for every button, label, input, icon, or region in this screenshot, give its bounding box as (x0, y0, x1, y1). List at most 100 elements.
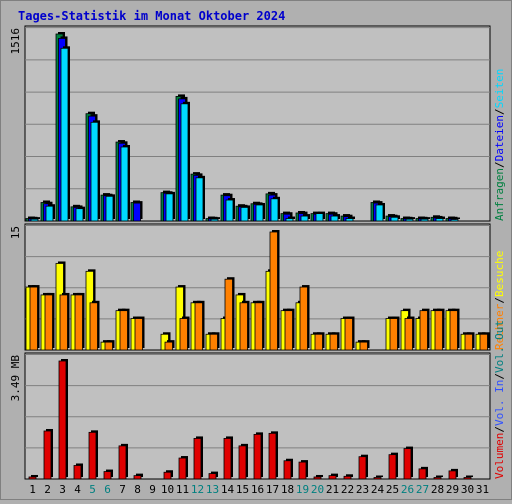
visits-bar-rechner-day-21 (329, 333, 338, 351)
day-label-27: 27 (416, 483, 429, 496)
visits-bar-rechner-day-23 (359, 341, 368, 351)
volume-bar-volumen-day-11 (178, 457, 187, 480)
volume-bar-volumen-day-2 (43, 430, 52, 480)
requests-bar-seiten-day-27-shadow (423, 217, 430, 219)
visits-bar-rechner-day-25 (389, 318, 398, 351)
volume-bar-volumen-day-18 (283, 460, 292, 480)
legend-entry: Seiten (493, 69, 506, 109)
requests-bar-seiten-day-18 (285, 218, 294, 222)
visits-bar-rechner-day-6 (104, 341, 113, 351)
visits-bar-rechner-day-16 (254, 302, 263, 351)
day-label-18: 18 (281, 483, 294, 496)
volume-bar-volumen-day-22 (343, 475, 352, 480)
day-label-22: 22 (341, 483, 354, 496)
legend-entry: / (493, 297, 506, 304)
requests-bar-seiten-day-22 (345, 218, 354, 222)
legend-entry: / (493, 426, 506, 433)
day-label-14: 14 (221, 483, 235, 496)
volume-bar-volumen-day-16 (253, 433, 262, 480)
legend-entry: Rechner (493, 303, 506, 350)
visits-panel: 15 Rechner/Besuche (9, 223, 506, 351)
volume-bar-volumen-day-7 (118, 445, 127, 480)
visits-bar-rechner-day-12 (194, 302, 203, 351)
day-label-26: 26 (401, 483, 414, 496)
requests-bar-seiten-day-2 (45, 205, 54, 222)
volume-bar-volumen-day-29 (448, 470, 457, 480)
visits-bar-rechner-day-30 (464, 333, 473, 351)
visits-bar-rechner-day-5 (89, 302, 98, 351)
requests-bar-seiten-day-25 (390, 216, 399, 222)
visits-bar-rechner-day-18 (284, 310, 293, 351)
visits-bar-rechner-day-15 (239, 302, 248, 351)
day-label-20: 20 (311, 483, 324, 496)
requests-bar-seiten-day-28-shadow (438, 216, 445, 219)
day-label-3: 3 (59, 483, 66, 496)
requests-bar-seiten-day-15 (240, 207, 249, 222)
requests-bar-seiten-day-27 (420, 218, 429, 222)
requests-bar-seiten-day-26 (405, 218, 414, 222)
day-label-10: 10 (161, 483, 174, 496)
visits-bar-rechner-day-27 (419, 310, 428, 351)
legend-entry: Volumen (493, 433, 506, 479)
requests-bar-seiten-day-10 (165, 193, 174, 222)
requests-bar-seiten-day-13 (210, 218, 219, 222)
requests-bar-seiten-day-12 (195, 177, 204, 222)
requests-bar-dateien-day-8 (133, 202, 141, 222)
day-label-15: 15 (236, 483, 249, 496)
requests-bar-seiten-day-7 (120, 146, 129, 222)
volume-bar-volumen-day-10 (163, 471, 172, 480)
requests-bar-seiten-day-1-shadow (33, 217, 40, 219)
day-label-9: 9 (149, 483, 156, 496)
requests-bar-seiten-day-5 (90, 121, 99, 222)
volume-legend: Volumen/Vol. In/Vol. Out (493, 320, 506, 479)
visits-bar-rechner-day-28 (434, 310, 443, 351)
legend-entry: / (493, 373, 506, 380)
legend-entry: Dateien (493, 115, 506, 161)
requests-bar-seiten-day-20 (315, 213, 324, 222)
visits-bar-rechner-day-22 (344, 318, 353, 351)
day-label-11: 11 (176, 483, 189, 496)
volume-bar-volumen-day-20-shadow (316, 474, 323, 477)
volume-bar-volumen-day-6 (103, 471, 112, 480)
visits-bar-rechner-day-8 (134, 318, 143, 351)
day-axis-labels: 1 2 3 4 5 6 7 8 9 10 11 12 13 14 15 16 17 18 19 20 21 22 23 24 2… (29, 483, 489, 496)
volume-bar-volumen-day-30-shadow (466, 475, 473, 477)
requests-bar-seiten-day-11 (180, 103, 189, 222)
requests-legend: Anfragen/Dateien/Seiten (493, 69, 506, 221)
requests-bar-seiten-day-14 (225, 199, 234, 222)
legend-entry: Vol. Out (493, 320, 506, 373)
volume-bar-volumen-day-8 (133, 475, 142, 480)
requests-bar-seiten-day-18-shadow (288, 216, 295, 219)
requests-bar-seiten-day-26-shadow (408, 217, 415, 219)
day-label-31: 31 (476, 483, 489, 496)
volume-bar-volumen-day-20 (313, 476, 322, 480)
requests-bar-seiten-day-21 (330, 215, 339, 222)
day-label-13: 13 (206, 483, 219, 496)
legend-entry: Vol. In (493, 380, 506, 426)
volume-bar-volumen-day-1 (28, 476, 37, 480)
visits-bar-rechner-day-14 (224, 278, 233, 351)
legend-entry: Anfragen (493, 168, 506, 221)
volume-bar-volumen-day-25 (388, 454, 397, 480)
chart-panels: 1516Anfragen/Dateien/Seiten15Rechner/Bes… (9, 25, 506, 480)
day-label-28: 28 (431, 483, 444, 496)
visits-bar-rechner-day-26 (404, 318, 413, 351)
volume-bar-volumen-day-1-shadow (31, 474, 38, 477)
requests-bar-seiten-day-16 (255, 204, 264, 222)
volume-bar-volumen-day-24 (373, 477, 382, 480)
volume-bar-volumen-day-4 (73, 465, 82, 480)
legend-entry: / (493, 108, 506, 115)
requests-bar-seiten-day-17 (270, 198, 279, 222)
day-label-29: 29 (446, 483, 459, 496)
visits-bar-rechner-day-20 (314, 333, 323, 351)
requests-bar-seiten-day-6 (105, 195, 114, 222)
requests-bar-seiten-day-3 (60, 47, 69, 222)
volume-bar-volumen-day-17 (268, 432, 277, 480)
day-label-5: 5 (89, 483, 96, 496)
legend-entry: / (493, 161, 506, 168)
day-label-19: 19 (296, 483, 309, 496)
day-label-16: 16 (251, 483, 264, 496)
visits-bar-rechner-day-29 (449, 310, 458, 351)
